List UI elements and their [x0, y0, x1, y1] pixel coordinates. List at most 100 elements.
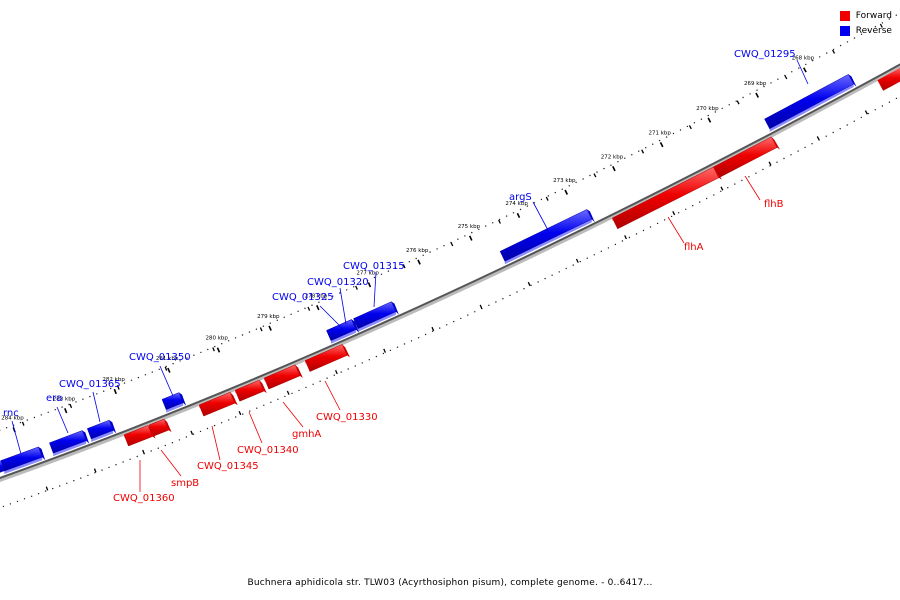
kbp-tick — [755, 92, 760, 98]
ruler-dot-inner — [235, 416, 237, 418]
gene-era[interactable] — [49, 430, 90, 457]
ruler-dot-outer — [415, 257, 417, 260]
legend-item-reverse[interactable]: Reverse — [839, 23, 892, 38]
ruler-dot-inner — [157, 447, 159, 449]
ruler-dot-inner — [685, 208, 687, 210]
ruler-dot-inner — [228, 419, 230, 421]
ruler-dot-inner — [270, 401, 272, 403]
ruler-dot-outer — [805, 63, 807, 66]
ruler-tick — [335, 369, 338, 375]
ruler-dot-outer — [631, 154, 633, 156]
gene-flhB[interactable] — [713, 136, 780, 179]
ruler-tick — [624, 235, 627, 240]
gene-CWQ_01340[interactable] — [234, 379, 267, 402]
ruler-dot-outer — [137, 376, 140, 379]
legend-item-forward[interactable]: Forward — [839, 8, 892, 23]
ruler-dot-outer — [200, 351, 202, 354]
ruler-dot-inner — [298, 389, 300, 392]
gene-label-era[interactable]: era — [46, 393, 62, 404]
ruler-dot-outer — [353, 286, 355, 288]
gene-edge-right[interactable] — [877, 67, 900, 91]
gene-argS[interactable] — [499, 209, 595, 265]
ruler-dot-inner — [73, 480, 75, 482]
gene-label-CWQ_01340[interactable]: CWQ_01340 — [237, 445, 299, 456]
ruler-dot-outer — [526, 205, 529, 207]
gene-label-rnc[interactable]: rnc — [3, 408, 19, 419]
ruler-dot-inner — [509, 294, 511, 297]
ruler-dot-inner — [171, 442, 174, 444]
kbp-label: 274 kbp — [505, 201, 528, 207]
gene-rnc[interactable] — [0, 446, 46, 475]
ruler-dot-outer — [297, 310, 299, 312]
gene-edge-left[interactable] — [0, 460, 5, 474]
gene-CWQ_01325[interactable] — [326, 319, 359, 344]
gene-label-CWQ_01350[interactable]: CWQ_01350 — [129, 352, 191, 363]
gene-CWQ_01350[interactable] — [161, 392, 187, 413]
ruler-dot-outer — [652, 143, 654, 145]
ruler-dot-outer — [186, 357, 188, 359]
ruler-dot-outer — [812, 59, 814, 62]
ruler-tick — [259, 327, 263, 332]
gene-label-CWQ_01295[interactable]: CWQ_01295 — [734, 49, 796, 60]
gene-label-argS[interactable]: argS — [509, 192, 532, 203]
gene-leader-CWQ_01295 — [796, 59, 809, 85]
gene-label-CWQ_01325[interactable]: CWQ_01325 — [272, 292, 334, 303]
ruler-dot-outer — [422, 254, 424, 256]
ruler-tick — [116, 385, 120, 390]
ruler-dot-inner — [37, 493, 40, 495]
ruler-dot-inner — [649, 226, 652, 228]
ruler-dot-outer — [679, 129, 682, 131]
gene-track[interactable] — [0, 67, 900, 475]
ruler-tick — [21, 421, 25, 426]
ruler-tick — [164, 366, 168, 371]
ruler-dot-inner — [783, 157, 785, 160]
ruler-tick — [45, 486, 49, 491]
ruler-dot-inner — [9, 503, 12, 505]
genome-backbone — [0, 63, 900, 483]
ruler-dot-outer — [103, 390, 105, 392]
ruler-dot-inner — [895, 97, 898, 100]
ruler-tick — [832, 49, 836, 54]
gene-leader-CWQ_01325 — [319, 305, 344, 330]
gene-label-CWQ_01345[interactable]: CWQ_01345 — [197, 461, 259, 472]
ruler-dot-outer — [227, 340, 230, 342]
gene-label-flhB[interactable]: flhB — [764, 199, 784, 210]
kbp-tick — [367, 282, 372, 288]
ruler-dot-inner — [670, 215, 673, 218]
gene-CWQ_01330[interactable] — [304, 344, 351, 372]
gene-leader-CWQ_01340 — [248, 411, 263, 444]
ruler-dot-outer — [721, 107, 723, 110]
gene-label-CWQ_01365[interactable]: CWQ_01365 — [59, 379, 121, 390]
ruler-dot-outer — [82, 398, 84, 400]
ruler-dot-inner — [66, 482, 68, 484]
gene-CWQ_01345[interactable] — [198, 391, 238, 417]
ruler-dot-inner — [706, 197, 708, 200]
gene-label-flhA[interactable]: flhA — [684, 242, 704, 253]
gene-CWQ_01360[interactable] — [123, 425, 156, 447]
ruler-dot-inner — [2, 505, 5, 508]
ruler-dot-inner — [811, 143, 813, 145]
gene-label-gmhA[interactable]: gmhA — [292, 429, 321, 440]
gene-CWQ_01365[interactable] — [86, 419, 117, 442]
gene-flhA[interactable] — [611, 166, 722, 230]
ruler-dot-outer — [123, 382, 126, 384]
ruler-tick — [545, 196, 549, 201]
ruler: 268 kbp 269 kbp 270 kbp 271 kbp 272 kbp 273 k… — [0, 14, 898, 508]
gene-label-CWQ_01315[interactable]: CWQ_01315 — [343, 261, 405, 272]
gene-label-CWQ_01360[interactable]: CWQ_01360 — [113, 493, 175, 504]
ruler-dot-inner — [446, 324, 448, 326]
gene-CWQ_01315[interactable] — [353, 301, 399, 332]
gene-label-CWQ_01330[interactable]: CWQ_01330 — [316, 412, 378, 423]
ruler-dot-outer — [478, 228, 480, 231]
ruler-dot-inner — [762, 168, 764, 171]
gene-CWQ_01295[interactable] — [764, 74, 857, 132]
gene-gmhA[interactable] — [263, 364, 303, 390]
ruler-tick — [212, 347, 215, 352]
gene-label-CWQ_01320[interactable]: CWQ_01320 — [307, 277, 369, 288]
ruler-dot-inner — [206, 427, 209, 430]
ruler-dot-outer — [429, 251, 431, 253]
gene-smpB[interactable] — [148, 418, 172, 437]
gene-label-smpB[interactable]: smpB — [171, 478, 199, 489]
ruler-dot-outer — [179, 360, 181, 362]
